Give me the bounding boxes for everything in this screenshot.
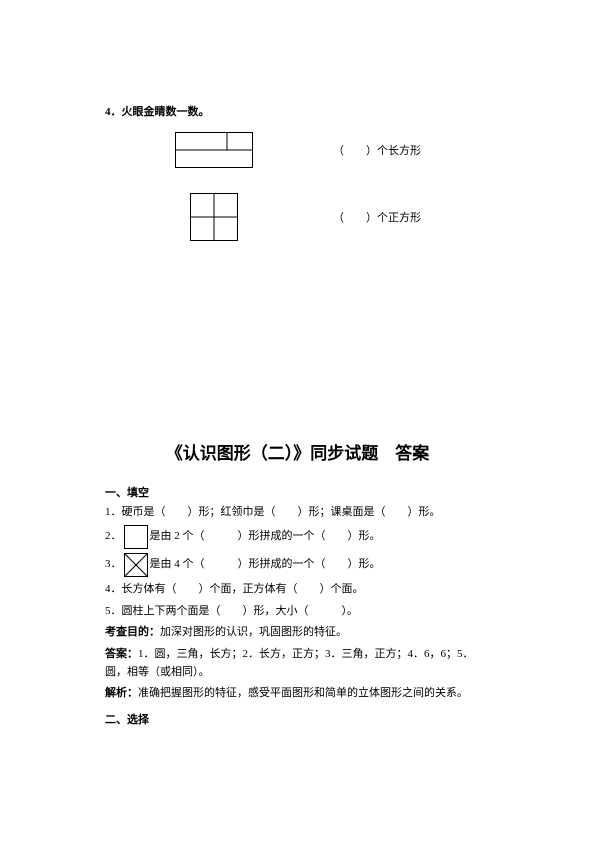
analysis-label: 解析：	[105, 687, 138, 699]
answer-text: 1．圆，三角，长方；2．长方，正方；3．三角，正方；4．6，6；5．圆，相等（或…	[105, 648, 474, 678]
ans-line-2b: 是由 2 个（ ）形拼成的一个（ ）形。	[150, 528, 381, 546]
rectangle-figure	[175, 132, 253, 168]
section-1-head: 一、填空	[105, 484, 490, 500]
analysis-text: 准确把握图形的特征，感受平面图形和简单的立体图形之间的关系。	[138, 687, 468, 699]
ans-line-3b: 是由 4 个（ ）形拼成的一个（ ）形。	[150, 556, 381, 574]
inline-square-cross	[124, 553, 148, 577]
purpose-label: 考查目的：	[105, 626, 160, 638]
q4-square-row: （ ）个正方形	[190, 193, 490, 241]
answer-line: 答案：1．圆，三角，长方；2．长方，正方；3．三角，正方；4．6，6；5．圆，相…	[105, 646, 490, 681]
ans-line-4: 4．长方体有（ ）个面，正方体有（ ）个面。	[105, 581, 490, 599]
ans-line-3a: 3．	[105, 556, 122, 574]
square-count-label: （ ）个正方形	[333, 209, 421, 225]
ans-line-1: 1．硬币是（ ）形；红领巾是（ ）形；课桌面是（ ）形。	[105, 504, 490, 522]
section-2-head: 二、选择	[105, 711, 490, 727]
ans-line-2: 2． 是由 2 个（ ）形拼成的一个（ ）形。	[105, 525, 490, 549]
answers-title: 《认识图形（二）》同步试题 答案	[105, 439, 490, 464]
purpose-text: 加深对图形的认识，巩固图形的特征。	[160, 626, 347, 638]
ans-line-3: 3． 是由 4 个（ ）形拼成的一个（ ）形。	[105, 553, 490, 577]
purpose-line: 考查目的：加深对图形的认识，巩固图形的特征。	[105, 624, 490, 642]
rect-count-label: （ ）个长方形	[333, 142, 421, 158]
ans-line-2a: 2．	[105, 528, 122, 546]
q4-title: 4．火眼金睛数一数。	[105, 104, 490, 122]
answer-label: 答案：	[105, 648, 138, 660]
analysis-line: 解析：准确把握图形的特征，感受平面图形和简单的立体图形之间的关系。	[105, 685, 490, 703]
square-figure	[190, 193, 238, 241]
ans-line-5: 5．圆柱上下两个面是（ ）形，大小（ ）。	[105, 603, 490, 621]
q4-rect-row: （ ）个长方形	[175, 132, 490, 168]
inline-square-plain	[124, 525, 148, 549]
